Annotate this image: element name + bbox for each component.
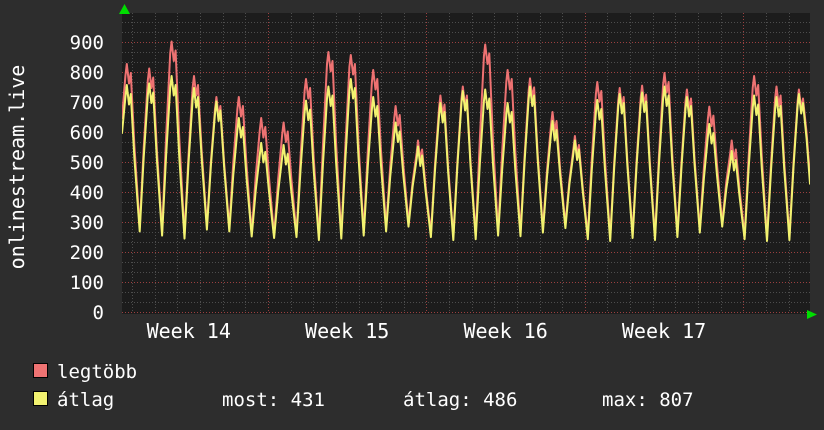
stat-atlag: átlag: 486 xyxy=(403,389,518,411)
y-tick-label: 700 xyxy=(69,92,104,114)
legend-label-legtobb: legtöbb xyxy=(57,361,138,383)
y-tick-label: 800 xyxy=(69,62,104,84)
x-week-label: Week 15 xyxy=(305,319,390,343)
legend-label-atlag: átlag xyxy=(57,389,115,411)
y-tick-label: 300 xyxy=(69,212,104,234)
y-tick-label: 100 xyxy=(69,272,104,294)
y-tick-label: 0 xyxy=(92,302,104,324)
plot-canvas xyxy=(122,13,810,314)
x-week-label: Week 14 xyxy=(146,319,231,343)
y-tick-label: 200 xyxy=(69,242,104,264)
x-axis-arrow-icon xyxy=(807,310,817,319)
legend-swatch-atlag xyxy=(33,391,48,406)
y-tick-label: 600 xyxy=(69,122,104,144)
x-week-label: Week 17 xyxy=(621,319,707,343)
plot-area xyxy=(122,13,810,314)
legend-swatch-legtobb xyxy=(33,363,48,378)
y-tick-label: 900 xyxy=(69,32,104,54)
y-tick-label: 400 xyxy=(69,182,104,204)
stat-most: most: 431 xyxy=(222,389,325,411)
stat-max: max: 807 xyxy=(602,389,694,411)
y-tick-label: 500 xyxy=(69,152,104,174)
x-week-label: Week 16 xyxy=(463,319,548,343)
series-line-atlag xyxy=(122,75,810,242)
y-axis-arrow-icon xyxy=(119,4,130,14)
